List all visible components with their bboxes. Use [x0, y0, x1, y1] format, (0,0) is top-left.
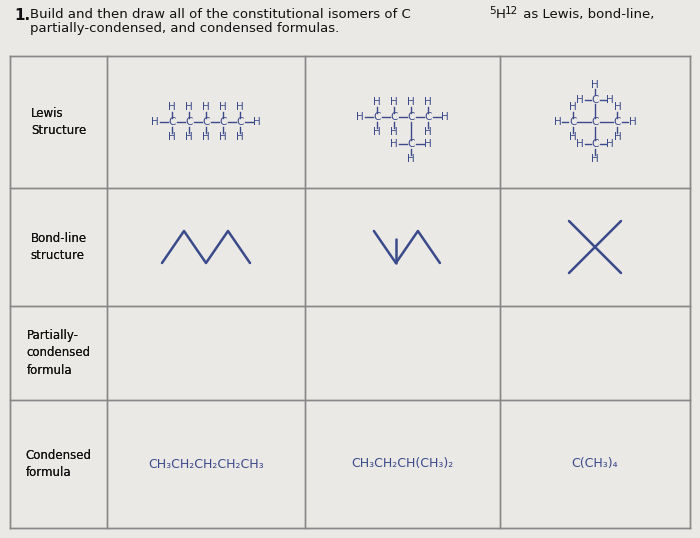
Text: H: H — [168, 132, 176, 142]
Text: H: H — [568, 102, 577, 112]
Text: C: C — [391, 112, 398, 122]
Text: H: H — [496, 8, 506, 21]
Text: 5: 5 — [489, 5, 496, 16]
Text: Condensed
formula: Condensed formula — [25, 449, 92, 479]
Text: H: H — [576, 139, 584, 150]
Text: C: C — [373, 112, 381, 122]
Text: CH₃CH₂CH(CH₃)₂: CH₃CH₂CH(CH₃)₂ — [351, 457, 454, 471]
Text: H: H — [219, 102, 227, 112]
Text: as Lewis, bond-line,: as Lewis, bond-line, — [519, 8, 655, 21]
Text: C: C — [569, 117, 576, 127]
Text: C: C — [592, 95, 598, 104]
Text: H: H — [407, 154, 415, 164]
Text: H: H — [185, 102, 193, 112]
Text: H: H — [407, 97, 415, 107]
Text: H: H — [168, 102, 176, 112]
Text: H: H — [424, 97, 432, 107]
Text: 1.: 1. — [14, 8, 30, 23]
Text: H: H — [606, 95, 614, 104]
Text: C: C — [592, 117, 598, 127]
Text: Build and then draw all of the constitutional isomers of C: Build and then draw all of the constitut… — [30, 8, 411, 21]
Text: C: C — [168, 117, 176, 127]
Text: H: H — [568, 132, 577, 142]
Text: C: C — [237, 117, 244, 127]
Text: Condensed
formula: Condensed formula — [25, 449, 92, 479]
Text: C: C — [202, 117, 210, 127]
Text: Partially-
condensed
formula: Partially- condensed formula — [27, 329, 90, 377]
Text: CH₃CH₂CH₂CH₂CH₃: CH₃CH₂CH₂CH₂CH₃ — [148, 457, 264, 471]
Text: H: H — [202, 132, 210, 142]
Text: H: H — [185, 132, 193, 142]
Text: C: C — [614, 117, 621, 127]
Text: partially-condensed, and condensed formulas.: partially-condensed, and condensed formu… — [30, 22, 340, 35]
Text: C: C — [219, 117, 227, 127]
Text: H: H — [236, 132, 244, 142]
Text: H: H — [356, 112, 364, 122]
Text: H: H — [554, 117, 561, 127]
Text: H: H — [629, 117, 636, 127]
Text: C: C — [424, 112, 432, 122]
Text: H: H — [151, 117, 159, 127]
Text: H: H — [219, 132, 227, 142]
Text: H: H — [424, 127, 432, 137]
Text: 12: 12 — [505, 5, 518, 16]
Text: C: C — [407, 139, 414, 149]
Text: Bond-line
structure: Bond-line structure — [30, 232, 87, 262]
Text: Partially-
condensed
formula: Partially- condensed formula — [27, 329, 90, 377]
Text: H: H — [613, 102, 622, 112]
Text: H: H — [390, 127, 398, 137]
Text: C(CH₃)₄: C(CH₃)₄ — [572, 457, 618, 471]
Text: C: C — [592, 139, 598, 150]
Text: H: H — [613, 132, 622, 142]
Text: H: H — [606, 139, 614, 150]
Text: H: H — [576, 95, 584, 104]
Text: H: H — [424, 139, 432, 149]
Text: Lewis
Structure: Lewis Structure — [31, 107, 86, 137]
Text: H: H — [441, 112, 449, 122]
Text: H: H — [390, 97, 398, 107]
Text: H: H — [373, 127, 381, 137]
Text: H: H — [390, 139, 398, 149]
Text: C: C — [407, 112, 414, 122]
Text: Bond-line
structure: Bond-line structure — [30, 232, 87, 262]
Text: H: H — [202, 102, 210, 112]
Text: H: H — [253, 117, 261, 127]
Text: H: H — [373, 97, 381, 107]
Text: H: H — [236, 102, 244, 112]
Text: C: C — [186, 117, 192, 127]
Text: H: H — [591, 80, 599, 90]
Text: H: H — [591, 154, 599, 165]
Text: Lewis
Structure: Lewis Structure — [31, 107, 86, 137]
